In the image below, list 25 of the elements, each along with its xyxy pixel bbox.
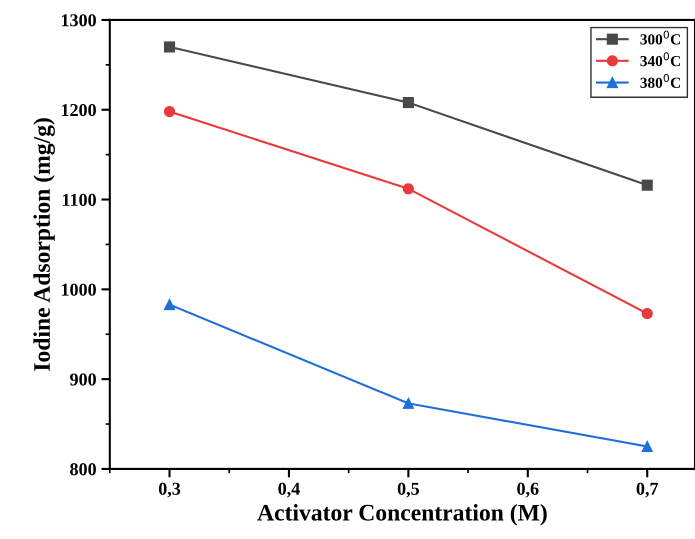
point	[642, 180, 653, 191]
legend-label: 340$^{0}$C	[640, 52, 680, 66]
legend-label: 380$^{0}$C	[640, 74, 680, 88]
y-tick-label: 1200	[62, 104, 96, 116]
point	[164, 106, 176, 118]
point	[402, 183, 414, 194]
y-axis-title: Iodine Adsorption (mg/g)	[33, 118, 55, 371]
legend-label: 300$^{0}$C	[640, 30, 680, 45]
x-tick-label: 0,3	[158, 482, 180, 498]
x-axis-title: Activator Concentration (M)	[257, 504, 547, 526]
point	[402, 97, 414, 108]
point	[642, 440, 653, 452]
x-tick-label: 0,4	[278, 482, 300, 498]
point	[402, 398, 414, 409]
y-tick-label: 1000	[62, 284, 96, 296]
point	[164, 299, 176, 310]
x-tick-label: 0,6	[517, 482, 539, 498]
x-tick-label: 0,5	[398, 482, 419, 498]
y-tick-label: 1300	[62, 14, 96, 26]
point	[164, 41, 176, 52]
point	[642, 308, 653, 320]
y-tick-label: 1100	[62, 194, 96, 206]
y-tick-label: 800	[70, 463, 96, 476]
y-tick-label: 900	[70, 373, 96, 386]
x-tick-label: 0,7	[636, 482, 658, 498]
